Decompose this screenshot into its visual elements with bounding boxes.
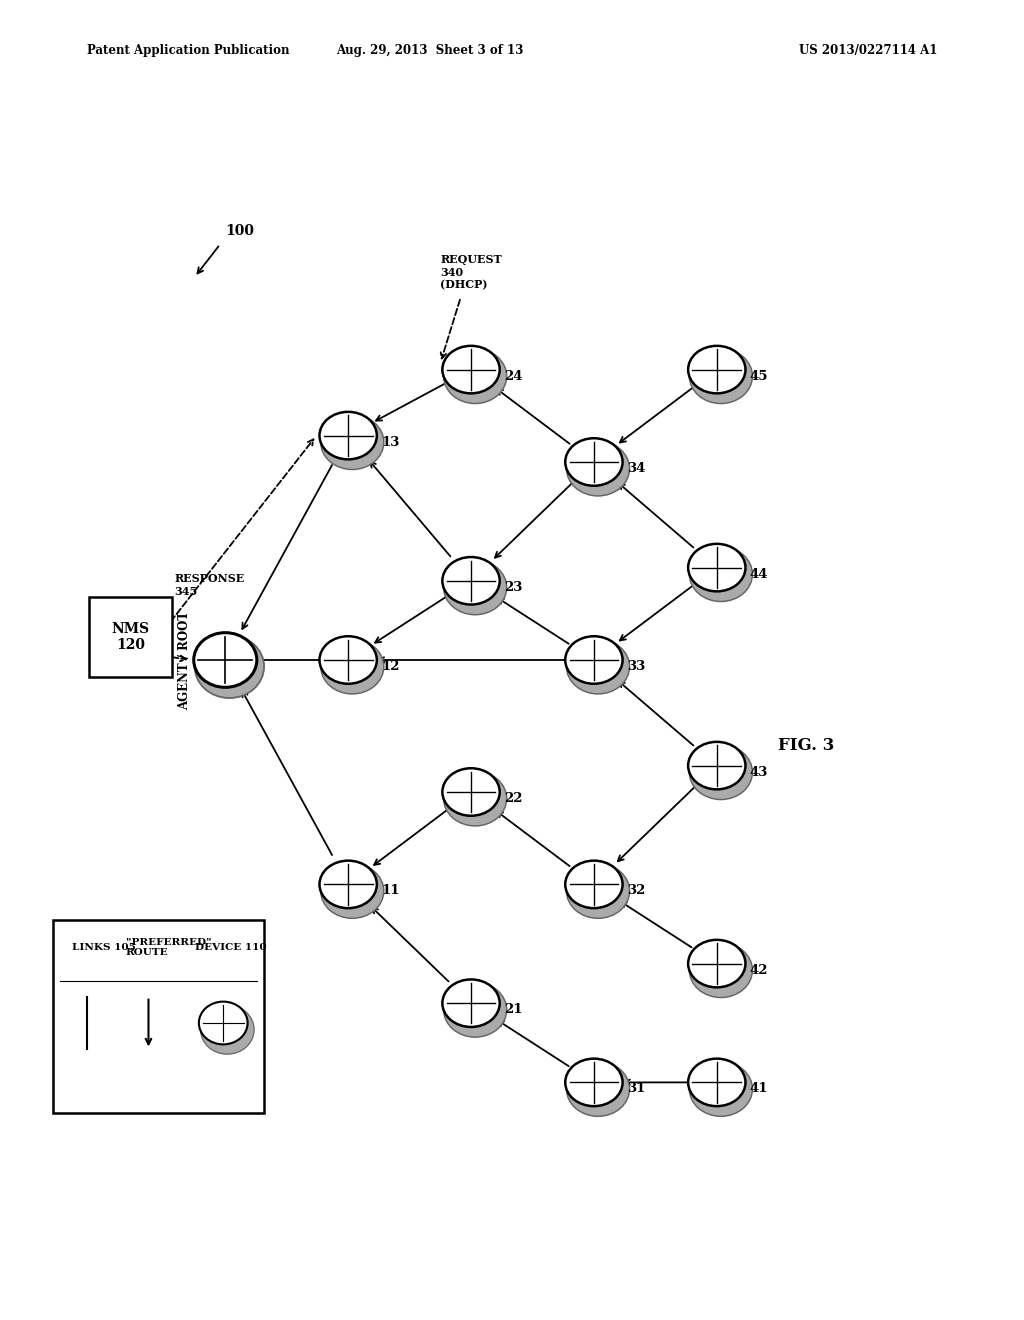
Text: 22: 22 — [504, 792, 522, 805]
Ellipse shape — [199, 1002, 248, 1044]
Ellipse shape — [442, 768, 500, 816]
Ellipse shape — [565, 636, 623, 684]
Text: 43: 43 — [750, 766, 768, 779]
Text: LINKS 105: LINKS 105 — [72, 944, 135, 952]
Ellipse shape — [566, 441, 630, 496]
Text: 100: 100 — [225, 223, 254, 238]
Text: Patent Application Publication: Patent Application Publication — [87, 44, 290, 57]
Text: DEVICE 110: DEVICE 110 — [195, 944, 266, 952]
Ellipse shape — [689, 1061, 753, 1117]
Ellipse shape — [443, 348, 507, 404]
Ellipse shape — [566, 639, 630, 694]
Text: 34: 34 — [627, 462, 645, 475]
Ellipse shape — [442, 346, 500, 393]
Ellipse shape — [321, 863, 384, 919]
Text: 24: 24 — [504, 370, 522, 383]
FancyBboxPatch shape — [89, 597, 172, 677]
Ellipse shape — [689, 348, 753, 404]
Ellipse shape — [688, 346, 745, 393]
Text: 13: 13 — [381, 436, 399, 449]
Text: Aug. 29, 2013  Sheet 3 of 13: Aug. 29, 2013 Sheet 3 of 13 — [337, 44, 523, 57]
Text: RESPONSE
345: RESPONSE 345 — [174, 573, 245, 597]
Text: FIG. 3: FIG. 3 — [778, 738, 835, 754]
Ellipse shape — [442, 979, 500, 1027]
Text: US 2013/0227114 A1: US 2013/0227114 A1 — [799, 44, 937, 57]
Text: NMS
120: NMS 120 — [112, 622, 150, 652]
Text: AGENT / ROOT: AGENT / ROOT — [178, 610, 191, 710]
Text: 23: 23 — [504, 581, 522, 594]
Ellipse shape — [321, 639, 384, 694]
Text: 21: 21 — [504, 1003, 522, 1016]
Ellipse shape — [689, 744, 753, 800]
Ellipse shape — [688, 544, 745, 591]
Ellipse shape — [688, 940, 745, 987]
Ellipse shape — [566, 863, 630, 919]
Ellipse shape — [443, 771, 507, 826]
Ellipse shape — [319, 636, 377, 684]
Text: 31: 31 — [627, 1082, 645, 1096]
Ellipse shape — [194, 632, 257, 688]
Ellipse shape — [566, 1061, 630, 1117]
FancyBboxPatch shape — [53, 920, 264, 1113]
Text: 45: 45 — [750, 370, 768, 383]
Text: 11: 11 — [381, 884, 399, 898]
Ellipse shape — [195, 635, 264, 698]
Ellipse shape — [443, 982, 507, 1038]
Text: REQUEST
340
(DHCP): REQUEST 340 (DHCP) — [440, 253, 502, 290]
Text: 12: 12 — [381, 660, 399, 673]
Ellipse shape — [688, 1059, 745, 1106]
Ellipse shape — [319, 861, 377, 908]
Ellipse shape — [201, 1005, 254, 1055]
Text: 42: 42 — [750, 964, 768, 977]
Ellipse shape — [565, 1059, 623, 1106]
Ellipse shape — [443, 560, 507, 615]
Ellipse shape — [689, 546, 753, 602]
Ellipse shape — [689, 942, 753, 998]
Ellipse shape — [565, 438, 623, 486]
Ellipse shape — [321, 414, 384, 470]
Ellipse shape — [688, 742, 745, 789]
Text: 41: 41 — [750, 1082, 768, 1096]
Text: 44: 44 — [750, 568, 768, 581]
Ellipse shape — [319, 412, 377, 459]
Text: 33: 33 — [627, 660, 645, 673]
Ellipse shape — [442, 557, 500, 605]
Text: "PREFERRED"
ROUTE: "PREFERRED" ROUTE — [126, 939, 212, 957]
Ellipse shape — [565, 861, 623, 908]
Text: 32: 32 — [627, 884, 645, 898]
